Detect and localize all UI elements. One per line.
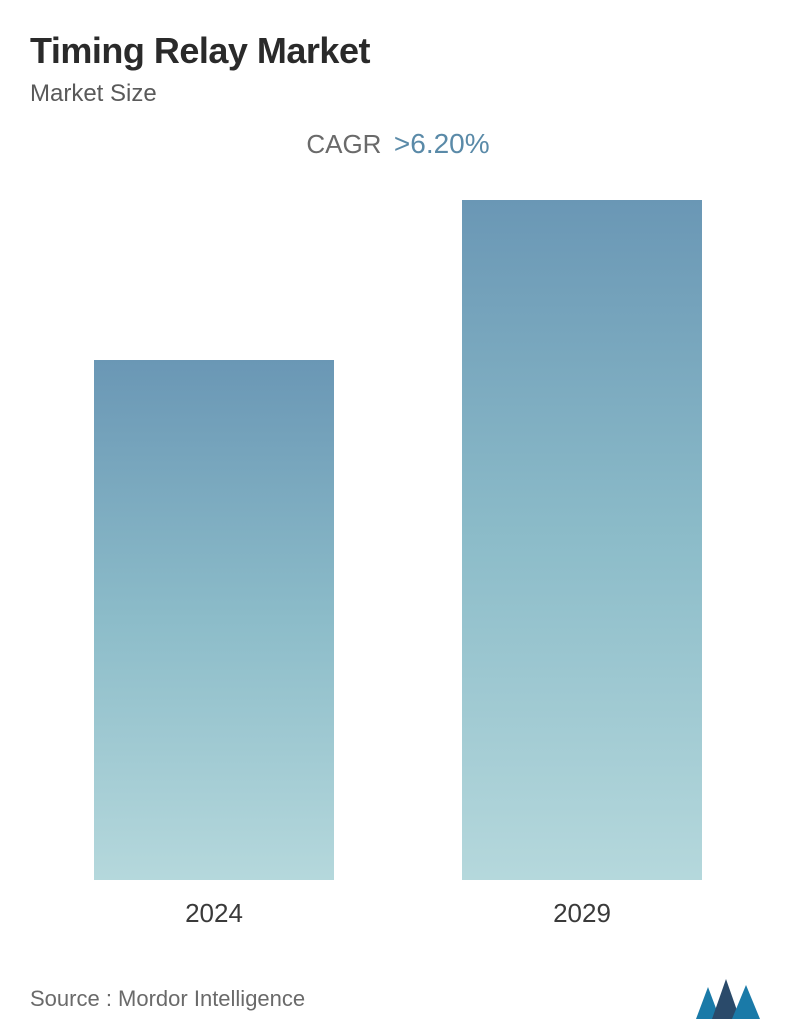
mordor-logo-icon bbox=[696, 979, 766, 1019]
bar-1 bbox=[462, 200, 702, 880]
cagr-label: CAGR bbox=[306, 129, 381, 159]
chart-title: Timing Relay Market bbox=[30, 30, 766, 72]
bar-label-1: 2029 bbox=[553, 898, 611, 929]
source-text: Source : Mordor Intelligence bbox=[30, 986, 305, 1012]
bar-label-0: 2024 bbox=[185, 898, 243, 929]
cagr-value: >6.20% bbox=[394, 128, 490, 159]
bar-chart-area: 2024 2029 bbox=[30, 200, 766, 939]
cagr-row: CAGR >6.20% bbox=[30, 128, 766, 160]
bar-0 bbox=[94, 360, 334, 880]
chart-subtitle: Market Size bbox=[30, 80, 766, 108]
chart-footer: Source : Mordor Intelligence bbox=[30, 969, 766, 1019]
bar-group-0: 2024 bbox=[70, 200, 358, 939]
bar-group-1: 2029 bbox=[438, 200, 726, 939]
chart-container: Timing Relay Market Market Size CAGR >6.… bbox=[0, 0, 796, 1034]
